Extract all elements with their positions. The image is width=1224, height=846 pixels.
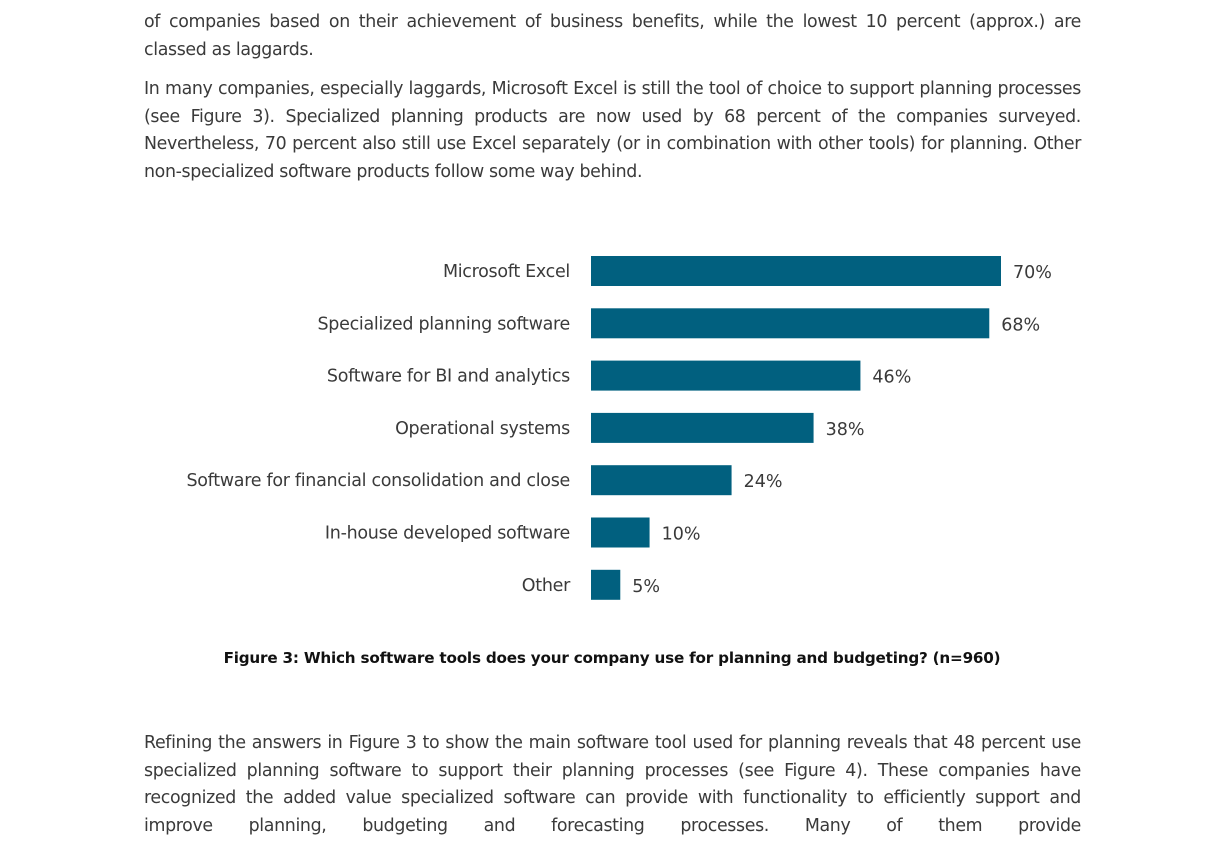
figure-caption: Figure 3: Which software tools does your…	[223, 649, 1001, 667]
category-label: Software for BI and analytics	[327, 367, 570, 387]
refining-answers-paragraph: Refining the answers in Figure 3 to show…	[144, 733, 1081, 836]
bar	[591, 256, 1001, 286]
category-label: Other	[522, 576, 571, 596]
excel-usage-paragraph: In many companies, especially laggards, …	[144, 79, 1081, 182]
value-label: 70%	[1013, 263, 1052, 283]
value-label: 68%	[1001, 315, 1040, 335]
value-label: 38%	[826, 420, 865, 440]
bar	[591, 308, 990, 339]
category-label: Operational systems	[395, 419, 570, 439]
category-label: In-house developed software	[325, 524, 570, 544]
value-label: 10%	[662, 525, 701, 545]
category-label: Specialized planning software	[318, 314, 571, 334]
bar	[591, 569, 621, 600]
bar	[591, 360, 861, 391]
bar	[591, 517, 650, 548]
value-label: 24%	[744, 472, 783, 492]
value-label: 46%	[872, 368, 911, 388]
category-label: Microsoft Excel	[443, 262, 570, 282]
software-tools-bar-chart: Microsoft Excel 70% Specialized planning s…	[186, 256, 1052, 600]
category-label: Software for financial consolidation and…	[186, 471, 570, 491]
bar	[591, 465, 732, 496]
bar	[591, 412, 814, 443]
value-label: 5%	[632, 577, 660, 597]
intro-paragraph-continued: of companies based on their achievement …	[144, 12, 1081, 60]
